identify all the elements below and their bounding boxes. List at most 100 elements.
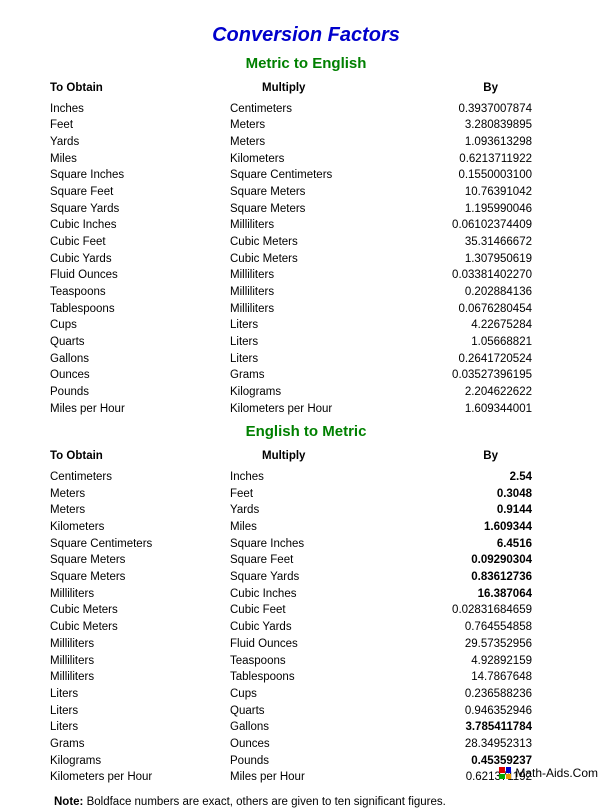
- cell-multiply: Square Inches: [230, 536, 410, 553]
- cell-obtain: Pounds: [50, 384, 230, 401]
- note-label: Note:: [54, 796, 83, 808]
- cell-obtain: Square Meters: [50, 569, 230, 586]
- cell-obtain: Milliliters: [50, 636, 230, 653]
- cell-obtain: Meters: [50, 486, 230, 503]
- cell-factor: 29.57352956: [410, 636, 562, 653]
- cell-multiply: Square Feet: [230, 552, 410, 569]
- cell-multiply: Miles per Hour: [230, 769, 410, 786]
- cell-factor: 16.387064: [410, 586, 562, 603]
- cell-obtain: Square Feet: [50, 184, 230, 201]
- cell-multiply: Square Meters: [230, 184, 410, 201]
- cell-obtain: Square Inches: [50, 167, 230, 184]
- table-row: KilogramsPounds0.45359237: [50, 753, 562, 770]
- cell-obtain: Feet: [50, 117, 230, 134]
- cell-multiply: Square Centimeters: [230, 167, 410, 184]
- table-row: MetersFeet0.3048: [50, 486, 562, 503]
- cell-obtain: Milliliters: [50, 669, 230, 686]
- table-row: MillilitersTablespoons14.7867648: [50, 669, 562, 686]
- table-row: LitersGallons3.785411784: [50, 719, 562, 736]
- cell-factor: 6.4516: [410, 536, 562, 553]
- cell-multiply: Cubic Meters: [230, 251, 410, 268]
- cell-multiply: Square Meters: [230, 201, 410, 218]
- table-row: FeetMeters3.280839895: [50, 117, 562, 134]
- cell-obtain: Cubic Inches: [50, 217, 230, 234]
- cell-factor: 35.31466672: [410, 234, 562, 251]
- table-row: QuartsLiters1.05668821: [50, 334, 562, 351]
- logo-icon: [499, 767, 511, 779]
- cell-factor: 0.3048: [410, 486, 562, 503]
- cell-multiply: Square Yards: [230, 569, 410, 586]
- table-row: Cubic MetersCubic Yards0.764554858: [50, 619, 562, 636]
- cell-obtain: Cubic Meters: [50, 602, 230, 619]
- cell-obtain: Miles per Hour: [50, 401, 230, 418]
- cell-multiply: Kilometers: [230, 151, 410, 168]
- table-row: Square MetersSquare Feet0.09290304: [50, 552, 562, 569]
- table-row: LitersCups0.236588236: [50, 686, 562, 703]
- table-row: Cubic FeetCubic Meters35.31466672: [50, 234, 562, 251]
- cell-obtain: Kilometers per Hour: [50, 769, 230, 786]
- table-row: MillilitersTeaspoons4.92892159: [50, 653, 562, 670]
- cell-factor: 10.76391042: [410, 184, 562, 201]
- table-row: TablespoonsMilliliters0.0676280454: [50, 301, 562, 318]
- table-row: MilesKilometers0.6213711922: [50, 151, 562, 168]
- cell-obtain: Milliliters: [50, 586, 230, 603]
- cell-factor: 28.34952313: [410, 736, 562, 753]
- table-row: Square InchesSquare Centimeters0.1550003…: [50, 167, 562, 184]
- cell-multiply: Liters: [230, 334, 410, 351]
- cell-multiply: Milliliters: [230, 217, 410, 234]
- header-cell: To Obtain: [50, 80, 230, 97]
- cell-factor: 0.03527396195: [410, 367, 562, 384]
- header-cell: Multiply: [230, 80, 410, 97]
- table-header: To ObtainMultiplyBy: [50, 80, 562, 97]
- cell-obtain: Kilograms: [50, 753, 230, 770]
- section-title: Metric to English: [50, 55, 562, 72]
- table-row: GramsOunces28.34952313: [50, 736, 562, 753]
- header-cell: To Obtain: [50, 448, 230, 465]
- table-row: Kilometers per HourMiles per Hour0.62137…: [50, 769, 562, 786]
- table-row: CupsLiters4.22675284: [50, 317, 562, 334]
- table-row: Cubic YardsCubic Meters1.307950619: [50, 251, 562, 268]
- cell-multiply: Fluid Ounces: [230, 636, 410, 653]
- cell-multiply: Kilometers per Hour: [230, 401, 410, 418]
- cell-factor: 1.195990046: [410, 201, 562, 218]
- table-row: Square FeetSquare Meters10.76391042: [50, 184, 562, 201]
- cell-multiply: Inches: [230, 469, 410, 486]
- cell-obtain: Centimeters: [50, 469, 230, 486]
- cell-obtain: Ounces: [50, 367, 230, 384]
- cell-factor: 0.1550003100: [410, 167, 562, 184]
- cell-obtain: Meters: [50, 502, 230, 519]
- cell-multiply: Cubic Meters: [230, 234, 410, 251]
- table-row: Miles per HourKilometers per Hour1.60934…: [50, 401, 562, 418]
- cell-factor: 0.946352946: [410, 703, 562, 720]
- table-row: Square YardsSquare Meters1.195990046: [50, 201, 562, 218]
- cell-factor: 0.2641720524: [410, 351, 562, 368]
- cell-multiply: Tablespoons: [230, 669, 410, 686]
- table-row: InchesCentimeters0.3937007874: [50, 101, 562, 118]
- cell-multiply: Cubic Yards: [230, 619, 410, 636]
- cell-multiply: Milliliters: [230, 267, 410, 284]
- cell-factor: 3.785411784: [410, 719, 562, 736]
- cell-multiply: Liters: [230, 351, 410, 368]
- cell-obtain: Square Centimeters: [50, 536, 230, 553]
- cell-multiply: Meters: [230, 117, 410, 134]
- cell-multiply: Cups: [230, 686, 410, 703]
- cell-obtain: Cubic Feet: [50, 234, 230, 251]
- cell-factor: 0.6213711922: [410, 151, 562, 168]
- cell-multiply: Meters: [230, 134, 410, 151]
- cell-multiply: Ounces: [230, 736, 410, 753]
- table-row: PoundsKilograms2.204622622: [50, 384, 562, 401]
- cell-obtain: Liters: [50, 703, 230, 720]
- cell-multiply: Centimeters: [230, 101, 410, 118]
- cell-factor: 0.236588236: [410, 686, 562, 703]
- note: Note: Boldface numbers are exact, others…: [50, 796, 562, 808]
- table-row: CentimetersInches2.54: [50, 469, 562, 486]
- table-row: Square CentimetersSquare Inches6.4516: [50, 536, 562, 553]
- header-cell: Multiply: [230, 448, 410, 465]
- cell-multiply: Quarts: [230, 703, 410, 720]
- table-row: Cubic InchesMilliliters0.06102374409: [50, 217, 562, 234]
- cell-obtain: Cups: [50, 317, 230, 334]
- cell-obtain: Gallons: [50, 351, 230, 368]
- table-row: GallonsLiters0.2641720524: [50, 351, 562, 368]
- cell-obtain: Yards: [50, 134, 230, 151]
- sections-container: Metric to English To ObtainMultiplyBy Inch…: [50, 55, 562, 786]
